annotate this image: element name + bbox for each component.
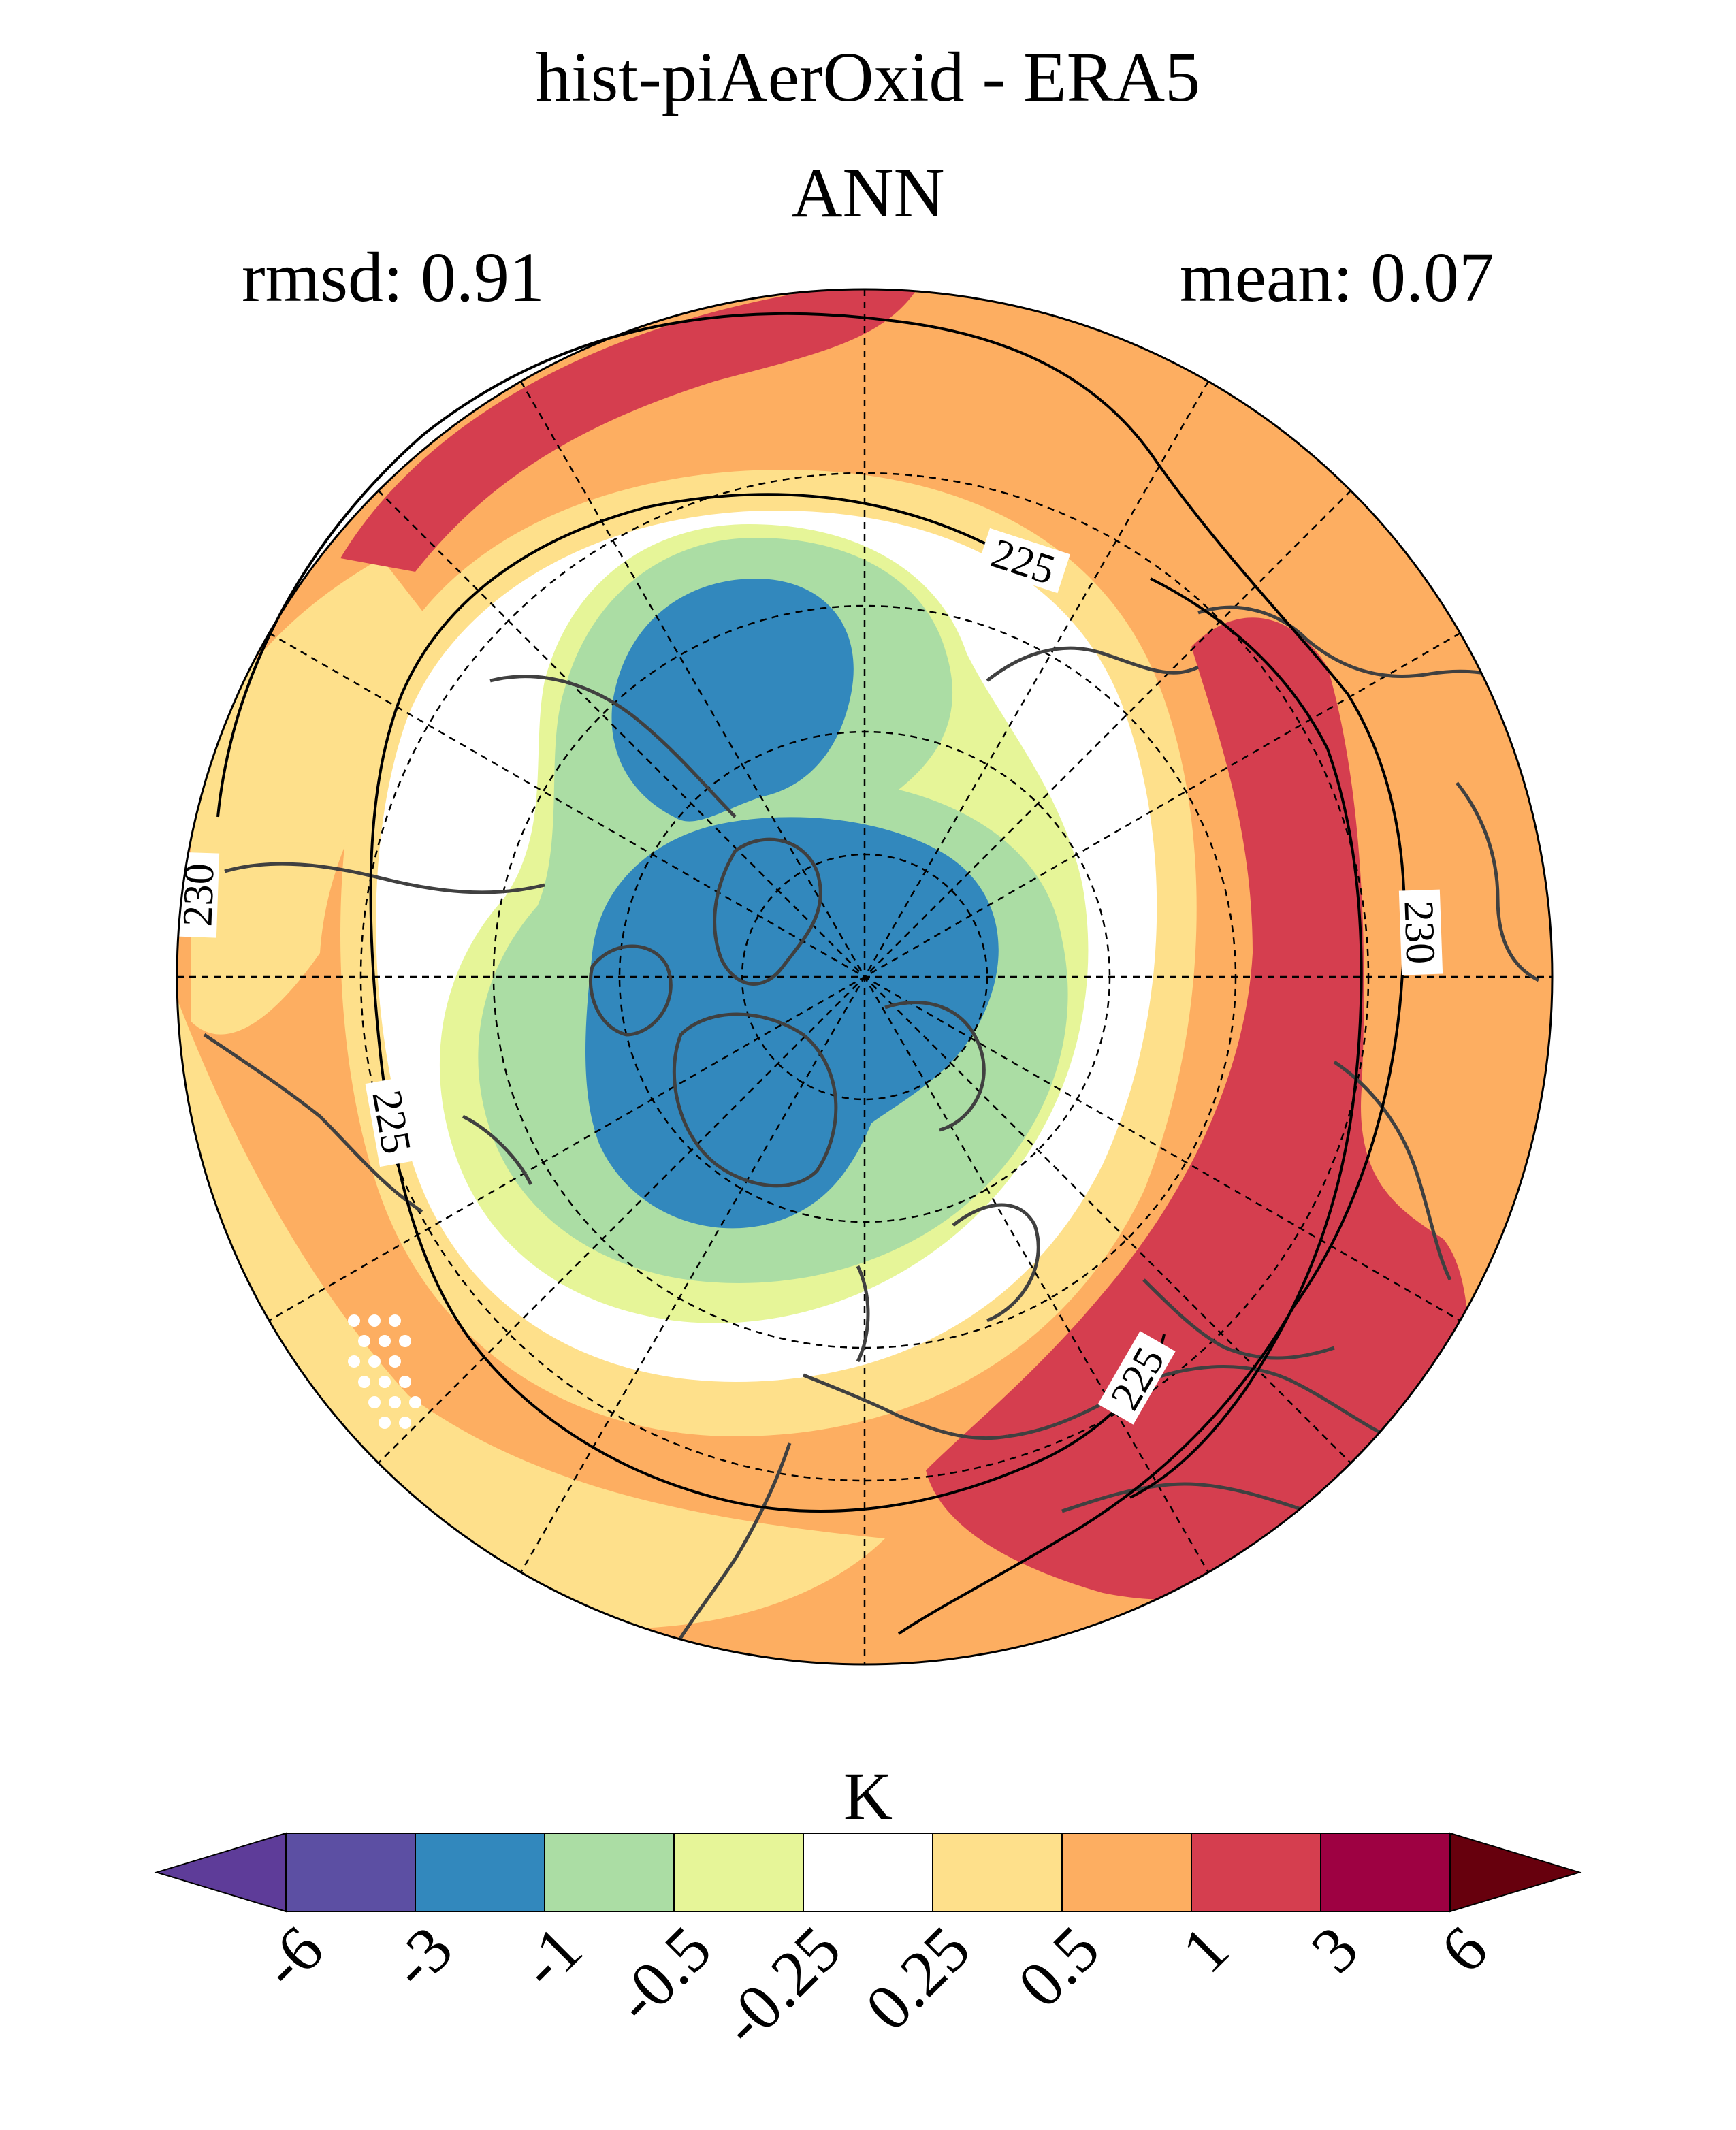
contour-label-230-east: 230 [1395, 900, 1443, 965]
contour-225-east [1129, 577, 1363, 1499]
field-red-northwest [340, 289, 919, 572]
colorbar-swatches [154, 1832, 1582, 1913]
colorbar-swatch [285, 1833, 416, 1912]
colorbar-tick-label: 0.5 [1003, 1912, 1113, 2022]
polar-map: 225 230 230 225 225 [174, 288, 1554, 1666]
contour-labels: 225 230 230 225 225 [174, 528, 1444, 1425]
field-blue-north-lobe [611, 579, 854, 822]
colorbar-tick-label: 3 [1297, 1912, 1372, 1987]
colorbar-swatch [673, 1833, 804, 1912]
colorbar-unit: K [843, 1758, 893, 1834]
colorbar-swatch [544, 1833, 675, 1912]
colorbar-tick-label: 1 [1168, 1912, 1242, 1987]
field-blue-central-lobe [585, 817, 999, 1229]
colorbar-tick-labels: -6 -3 -1 -0.5-0.250.25 0.5 1 3 6 [247, 1912, 1501, 2060]
contour-label-225-west: 225 [363, 1087, 419, 1157]
colorbar-swatch [1191, 1833, 1321, 1912]
rmsd-label: rmsd: 0.91 [242, 238, 545, 317]
mean-label: mean: 0.07 [1180, 238, 1494, 317]
colorbar-tick-label: -0.25 [707, 1912, 854, 2060]
colorbar-extend-low [154, 1832, 287, 1913]
field-red-east [926, 617, 1468, 1600]
anomaly-field [177, 289, 1552, 1664]
colorbar-swatch [415, 1833, 545, 1912]
colorbar: K -6 -3 -1 -0.5-0.250.25 0.5 1 3 6 [154, 1758, 1582, 2060]
map-border [176, 288, 1554, 1666]
colorbar-tick-label: -1 [506, 1912, 596, 2002]
colorbar-swatch [1320, 1833, 1451, 1912]
colorbar-tick-label: 6 [1426, 1912, 1501, 1987]
significance-stippling [348, 1314, 421, 1429]
colorbar-tick-label: -0.5 [600, 1912, 725, 2037]
colorbar-swatch [932, 1833, 1063, 1912]
colorbar-swatch [1061, 1833, 1192, 1912]
season-label: ANN [791, 154, 944, 232]
colorbar-tick-label: 0.25 [851, 1912, 983, 2044]
colorbar-extend-high [1449, 1832, 1582, 1913]
colorbar-tick-label: -6 [247, 1912, 337, 2002]
colorbar-swatch [803, 1833, 933, 1912]
colorbar-tick-label: -3 [376, 1912, 466, 2002]
figure-title: hist-piAerOxid - ERA5 [536, 38, 1200, 116]
contour-230-outer [216, 312, 1407, 1635]
